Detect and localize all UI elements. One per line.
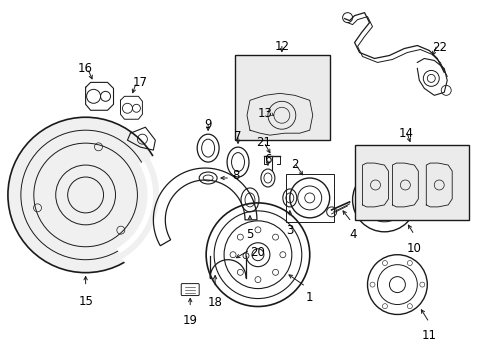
Text: 2: 2	[290, 158, 298, 171]
Text: 3: 3	[285, 224, 293, 237]
Text: 1: 1	[305, 291, 313, 303]
Text: 18: 18	[207, 296, 222, 309]
Text: 10: 10	[406, 242, 421, 255]
Bar	[354, 145, 468, 220]
Text: 22: 22	[431, 41, 446, 54]
Text: 5: 5	[246, 228, 253, 241]
Text: 19: 19	[183, 315, 197, 328]
Text: 14: 14	[398, 127, 413, 140]
Text: 9: 9	[204, 118, 211, 131]
Text: 13: 13	[257, 107, 272, 120]
Text: 8: 8	[232, 168, 239, 181]
Text: 6: 6	[264, 153, 271, 166]
Bar	[235, 55, 329, 140]
Text: 4: 4	[349, 228, 357, 241]
Text: 15: 15	[78, 294, 93, 307]
Circle shape	[8, 117, 163, 273]
Bar	[285, 174, 333, 222]
Text: 11: 11	[421, 329, 436, 342]
Text: 20: 20	[250, 246, 265, 259]
Text: 16: 16	[78, 62, 93, 76]
Text: 7: 7	[234, 130, 241, 143]
Text: 12: 12	[274, 40, 289, 53]
Text: 21: 21	[256, 136, 271, 149]
Text: 17: 17	[133, 76, 147, 89]
